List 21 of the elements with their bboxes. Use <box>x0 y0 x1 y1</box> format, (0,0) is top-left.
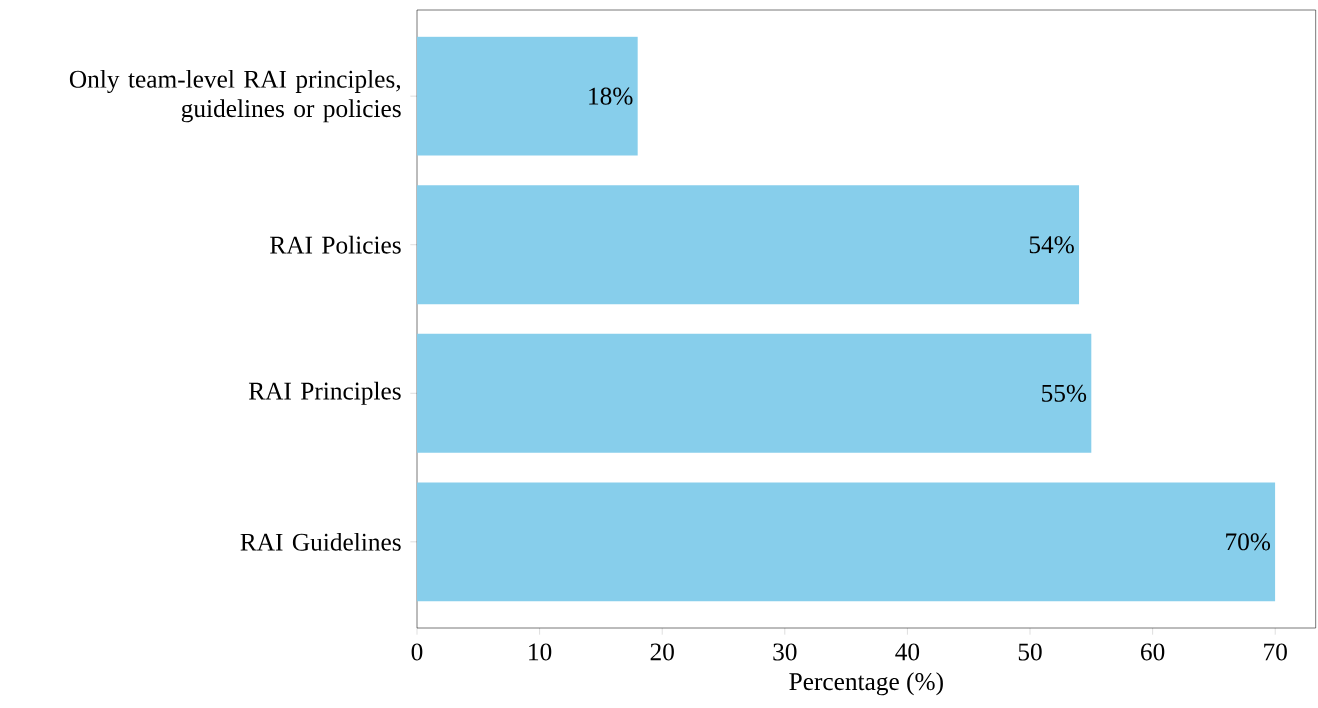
x-tick-label: 20 <box>650 643 674 661</box>
data-label: 55% <box>1042 384 1087 402</box>
x-tick-label: 40 <box>895 643 920 661</box>
x-tick-label: 70 <box>1264 643 1287 661</box>
data-label: 70% <box>1226 533 1271 551</box>
y-tick-label: RAI Guidelines <box>240 532 401 551</box>
bar <box>417 333 1092 453</box>
x-axis-title: Percentage (%) <box>789 672 943 696</box>
y-tick-label: Only team-level RAI principles, guidelines or policies <box>69 69 401 123</box>
x-tick-label: 0 <box>411 643 423 661</box>
data-label: 54% <box>1029 236 1074 254</box>
y-tick-label: RAI Policies <box>270 235 401 254</box>
data-label: 18% <box>589 87 633 105</box>
x-tick-label: 60 <box>1141 643 1165 661</box>
bar <box>417 36 638 156</box>
bar <box>417 482 1276 602</box>
y-tick-label: RAI Principles <box>248 381 401 405</box>
bar <box>417 185 1080 305</box>
x-tick-label: 10 <box>529 643 552 661</box>
x-tick-label: 30 <box>773 643 797 661</box>
x-tick-label: 50 <box>1018 643 1042 661</box>
